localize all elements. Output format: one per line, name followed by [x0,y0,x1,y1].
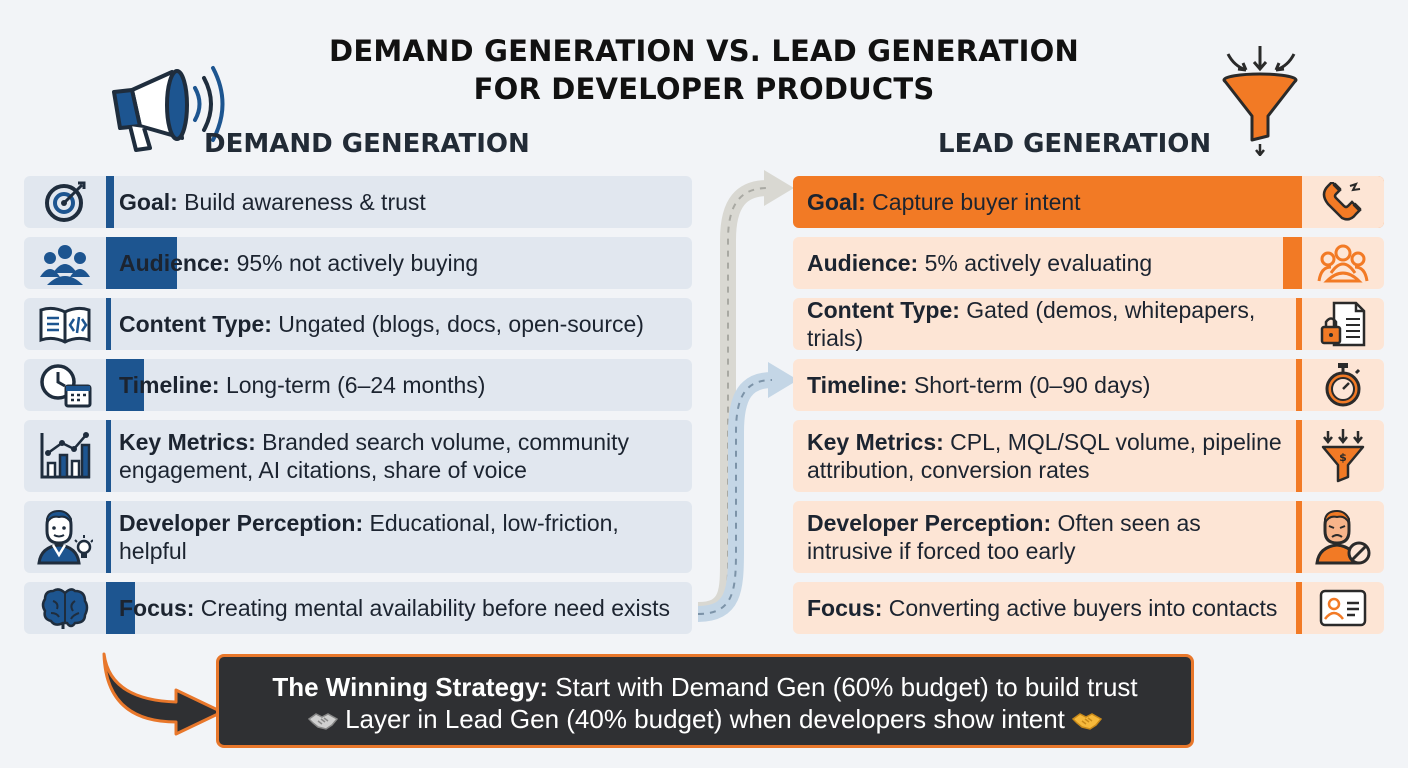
lead-row-key-metrics: $ Key Metrics: CPL, MQL/SQL volume, pipe… [793,420,1384,492]
row-label: Audience: [807,250,919,276]
connector-arrows [690,170,800,630]
demand-level-bar [106,420,111,492]
row-value: Ungated (blogs, docs, open-source) [278,311,644,337]
contact-card-icon [1302,582,1384,634]
demand-row-key-metrics: Key Metrics: Branded search volume, comm… [24,420,692,492]
people-group-icon [24,237,106,289]
lead-level-bar [1296,501,1302,573]
row-value: Short-term (0–90 days) [913,372,1151,398]
winning-strategy-banner: The Winning Strategy: Start with Demand … [216,654,1194,748]
demand-row-timeline: Timeline: Long-term (6–24 months) [24,359,692,411]
locked-document-icon [1302,298,1384,350]
banner-label: The Winning Strategy: [272,672,548,702]
row-label: Developer Perception: [807,510,1052,536]
demand-level-bar [106,582,135,634]
handshake-icon [307,711,338,731]
demand-level-bar [106,359,144,411]
row-label: Key Metrics: [807,429,944,455]
row-value: Often seen as intrusive if forced too ea… [807,510,1201,564]
people-group-icon [1302,237,1384,289]
demand-row-goal: Goal: Build awareness & trust [24,176,692,228]
row-value: Converting active buyers into contacts [888,595,1278,621]
banner-line-2: Layer in Lead Gen (40% budget) when deve… [345,704,1065,734]
demand-row-content-type: Content Type: Ungated (blogs, docs, open… [24,298,692,350]
row-label: Timeline: [807,372,908,398]
row-value: 95% not actively buying [236,250,479,276]
row-value: Creating mental availability before need… [200,595,670,621]
bar-chart-icon [24,420,106,492]
row-value: CPL, MQL/SQL volume, pipeline attributio… [807,429,1282,483]
lead-row-developer-perception: Developer Perception: Often seen as intr… [793,501,1384,573]
row-value: Gated (demos, whitepapers, trials) [807,297,1256,351]
page-title-line-1: DEMAND GENERATION VS. LEAD GENERATION [329,34,1079,68]
demand-level-bar [106,176,114,228]
magnet-icon [1302,176,1384,228]
row-value: Capture buyer intent [872,189,1081,215]
row-label: Key Metrics: [119,429,256,455]
target-icon [24,176,106,228]
brain-icon [24,582,106,634]
row-value: 5% actively evaluating [924,250,1153,276]
lead-level-bar [1296,420,1302,492]
code-book-icon [24,298,106,350]
lead-level-bar [1296,298,1302,350]
lead-row-timeline: Timeline: Short-term (0–90 days) [793,359,1384,411]
demand-row-audience: Audience: 95% not actively buying [24,237,692,289]
demand-level-bar [106,237,178,289]
demand-row-focus: Focus: Creating mental availability befo… [24,582,692,634]
row-value: Educational, low-friction, helpful [119,510,619,564]
row-label: Developer Perception: [119,510,364,536]
lead-row-focus: Focus: Converting active buyers into con… [793,582,1384,634]
demand-row-developer-perception: Developer Perception: Educational, low-f… [24,501,692,573]
page-title-line-2: FOR DEVELOPER PRODUCTS [473,72,935,106]
row-label: Focus: [119,595,195,621]
handshake-icon [1072,711,1103,731]
demand-level-bar [106,298,111,350]
row-value: Long-term (6–24 months) [225,372,486,398]
row-label: Goal: [119,189,178,215]
stopwatch-icon [1302,359,1384,411]
row-label: Content Type: [807,297,960,323]
banner-arrow [96,650,226,740]
row-label: Goal: [807,189,866,215]
demand-level-bar [106,501,111,573]
lead-row-goal: Goal: Capture buyer intent [793,176,1384,228]
lead-level-bar [1296,359,1302,411]
money-funnel-icon: $ [1302,420,1384,492]
banner-line-1: Start with Demand Gen (60% budget) to bu… [555,672,1138,702]
blocked-person-icon [1302,501,1384,573]
row-value: Branded search volume, community engagem… [119,429,630,483]
lead-row-audience: Audience: 5% actively evaluating [793,237,1384,289]
developer-lightbulb-icon [24,501,106,573]
lead-generation-heading: LEAD GENERATION [938,129,1212,159]
row-label: Audience: [119,250,231,276]
clock-calendar-icon [24,359,106,411]
row-label: Content Type: [119,311,272,337]
lead-level-bar [1296,582,1302,634]
row-value: Build awareness & trust [184,189,426,215]
svg-text:$: $ [1339,451,1347,464]
demand-generation-heading: DEMAND GENERATION [204,129,530,159]
lead-row-content-type: Content Type: Gated (demos, whitepapers,… [793,297,1384,351]
row-label: Timeline: [119,372,220,398]
lead-level-bar [1283,237,1302,289]
funnel-icon [1212,44,1308,156]
row-label: Focus: [807,595,883,621]
megaphone-icon [100,52,230,160]
